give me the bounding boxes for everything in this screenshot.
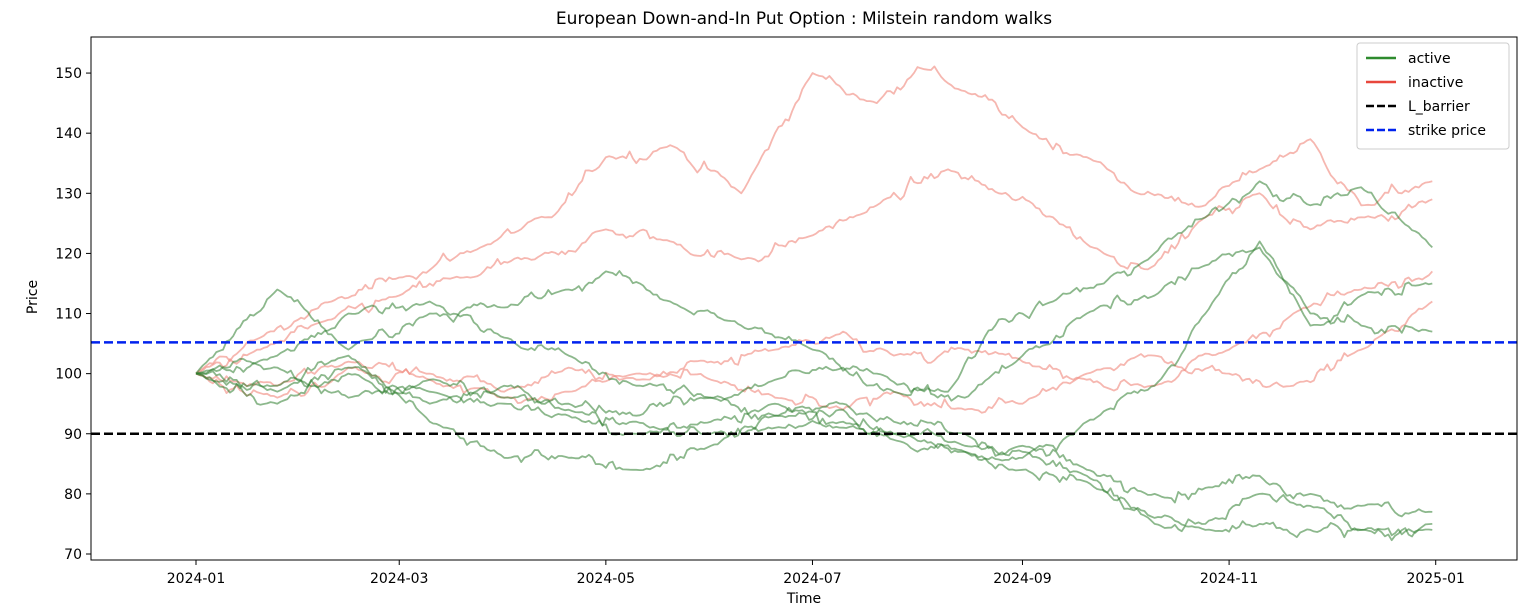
x-tick-label: 2024-07 xyxy=(783,571,842,587)
y-axis-title: Price xyxy=(25,280,41,314)
series-line-active-4 xyxy=(195,180,1433,393)
y-tick-label: 80 xyxy=(64,487,82,503)
x-tick-label: 2025-01 xyxy=(1406,571,1465,587)
series-line-active-7 xyxy=(195,366,1433,518)
series-line-inactive-1 xyxy=(195,168,1433,375)
legend-label: inactive xyxy=(1408,75,1463,91)
x-tick-label: 2024-11 xyxy=(1200,571,1259,587)
y-tick-label: 100 xyxy=(55,367,82,383)
series-line-inactive-0 xyxy=(195,65,1433,375)
y-tick-label: 130 xyxy=(55,186,82,202)
x-tick-label: 2024-05 xyxy=(577,571,636,587)
series-line-inactive-3 xyxy=(195,300,1433,414)
y-tick-label: 150 xyxy=(55,66,82,82)
x-tick-label: 2024-03 xyxy=(370,571,429,587)
series-line-inactive-2 xyxy=(195,270,1433,393)
y-tick-label: 110 xyxy=(55,307,82,323)
x-axis-title: Time xyxy=(786,591,821,607)
y-tick-label: 120 xyxy=(55,246,82,262)
plot-frame xyxy=(90,36,1518,561)
legend-label: strike price xyxy=(1408,123,1486,139)
y-tick-label: 70 xyxy=(64,547,82,563)
series-line-active-9 xyxy=(195,362,1433,542)
legend-box xyxy=(1356,42,1510,150)
series-line-active-5 xyxy=(195,246,1433,402)
x-tick-label: 2024-09 xyxy=(993,571,1052,587)
legend-label: L_barrier xyxy=(1408,99,1470,115)
y-tick-label: 90 xyxy=(64,427,82,443)
y-axis: 70 80 90 100 110 120 130 140 150 xyxy=(55,66,91,563)
reference-lines xyxy=(91,341,1517,436)
legend-label: active xyxy=(1408,51,1451,67)
x-axis: 2024-01 2024-03 2024-05 2024-07 2024-09 2024-… xyxy=(167,560,1465,587)
series-line-active-6 xyxy=(195,240,1433,462)
x-tick-label: 2024-01 xyxy=(167,571,226,587)
y-tick-label: 140 xyxy=(55,126,82,142)
series-layer xyxy=(195,65,1433,542)
series-line-active-8 xyxy=(195,354,1433,537)
chart-title: European Down-and-In Put Option : Milste… xyxy=(556,9,1052,29)
